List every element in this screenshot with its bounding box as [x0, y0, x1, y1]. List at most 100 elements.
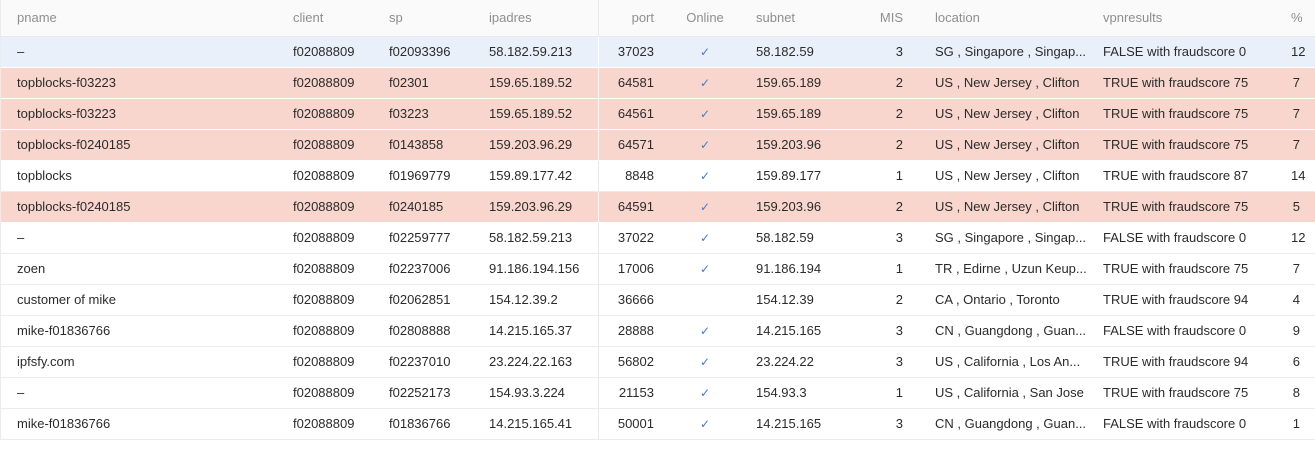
cell-subnet: 91.186.194	[740, 253, 862, 285]
cell-online: ✓	[670, 253, 740, 285]
cell-vpnresults: TRUE with fraudscore 75	[1087, 253, 1275, 285]
column-header-ipadres[interactable]: ipadres	[473, 0, 599, 37]
cell-pct: 14	[1275, 160, 1315, 192]
table-row[interactable]: – f02088809 f02252173 154.93.3.224 21153 ✓ 154…	[1, 377, 1315, 409]
cell-sp: f02301	[373, 67, 473, 99]
column-header-mis[interactable]: MIS	[862, 0, 919, 37]
cell-subnet: 14.215.165	[740, 315, 862, 347]
online-check-icon: ✓	[699, 200, 711, 214]
online-check-icon: ✓	[699, 45, 711, 59]
column-header-vpnresults[interactable]: vpnresults	[1087, 0, 1275, 37]
table-container: pname client sp ipadres port Online subn…	[0, 0, 1315, 440]
vpn-results-table: pname client sp ipadres port Online subn…	[1, 0, 1315, 440]
cell-ipadres: 159.89.177.42	[473, 160, 599, 192]
column-header-pname[interactable]: pname	[1, 0, 277, 37]
cell-ipadres: 14.215.165.41	[473, 408, 599, 440]
table-row[interactable]: mike-f01836766 f02088809 f02808888 14.215.1…	[1, 315, 1315, 347]
cell-vpnresults: FALSE with fraudscore 0	[1087, 315, 1275, 347]
column-header-port[interactable]: port	[598, 0, 670, 37]
cell-pct: 1	[1275, 408, 1315, 440]
table-row[interactable]: ipfsfy.com f02088809 f02237010 23.224.22.16…	[1, 346, 1315, 378]
cell-pname: mike-f01836766	[1, 408, 277, 440]
column-header-client[interactable]: client	[277, 0, 373, 37]
cell-pname: –	[1, 36, 277, 68]
cell-online: ✓	[670, 222, 740, 254]
cell-sp: f0143858	[373, 129, 473, 161]
cell-location: SG , Singapore , Singap...	[919, 36, 1087, 68]
cell-client: f02088809	[277, 377, 373, 409]
cell-client: f02088809	[277, 67, 373, 99]
cell-sp: f02237006	[373, 253, 473, 285]
cell-mis: 2	[862, 98, 919, 130]
table-row[interactable]: topblocks-f0240185 f02088809 f0240185 159.2…	[1, 191, 1315, 223]
cell-vpnresults: TRUE with fraudscore 94	[1087, 346, 1275, 378]
cell-mis: 3	[862, 315, 919, 347]
cell-location: US , New Jersey , Clifton	[919, 191, 1087, 223]
cell-pname: mike-f01836766	[1, 315, 277, 347]
table-row[interactable]: topblocks-f03223 f02088809 f02301 159.65.18…	[1, 67, 1315, 99]
cell-mis: 3	[862, 36, 919, 68]
cell-ipadres: 159.65.189.52	[473, 98, 599, 130]
cell-online: ✓	[670, 315, 740, 347]
table-row[interactable]: topblocks-f0240185 f02088809 f0143858 159.2…	[1, 129, 1315, 161]
cell-online: ✓	[670, 160, 740, 192]
cell-port: 64591	[598, 191, 670, 223]
table-row[interactable]: mike-f01836766 f02088809 f01836766 14.215.1…	[1, 408, 1315, 440]
cell-subnet: 14.215.165	[740, 408, 862, 440]
cell-mis: 2	[862, 129, 919, 161]
table-row[interactable]: – f02088809 f02093396 58.182.59.213 37023 ✓ 58…	[1, 36, 1315, 68]
cell-mis: 1	[862, 377, 919, 409]
online-check-icon: ✓	[699, 107, 711, 121]
column-header-sp[interactable]: sp	[373, 0, 473, 37]
online-check-icon: ✓	[699, 417, 711, 431]
cell-pct: 12	[1275, 36, 1315, 68]
column-header-pct[interactable]: %	[1275, 0, 1315, 37]
cell-client: f02088809	[277, 160, 373, 192]
cell-location: US , New Jersey , Clifton	[919, 67, 1087, 99]
cell-vpnresults: TRUE with fraudscore 75	[1087, 191, 1275, 223]
cell-pname: ipfsfy.com	[1, 346, 277, 378]
cell-pname: topblocks-f0240185	[1, 129, 277, 161]
cell-subnet: 58.182.59	[740, 36, 862, 68]
cell-vpnresults: TRUE with fraudscore 75	[1087, 377, 1275, 409]
column-header-subnet[interactable]: subnet	[740, 0, 862, 37]
online-check-icon: ✓	[699, 324, 711, 338]
cell-subnet: 23.224.22	[740, 346, 862, 378]
cell-subnet: 159.203.96	[740, 129, 862, 161]
cell-subnet: 58.182.59	[740, 222, 862, 254]
column-header-location[interactable]: location	[919, 0, 1087, 37]
cell-pct: 7	[1275, 98, 1315, 130]
table-row[interactable]: zoen f02088809 f02237006 91.186.194.156 1700…	[1, 253, 1315, 285]
online-check-icon: ✓	[699, 386, 711, 400]
cell-client: f02088809	[277, 129, 373, 161]
table-row[interactable]: customer of mike f02088809 f02062851 154.12…	[1, 284, 1315, 316]
cell-pct: 9	[1275, 315, 1315, 347]
cell-online: ✓	[670, 346, 740, 378]
cell-sp: f03223	[373, 98, 473, 130]
table-header-row: pname client sp ipadres port Online subn…	[1, 0, 1315, 37]
cell-pname: topblocks-f03223	[1, 67, 277, 99]
cell-pct: 8	[1275, 377, 1315, 409]
cell-sp: f02252173	[373, 377, 473, 409]
cell-ipadres: 159.65.189.52	[473, 67, 599, 99]
table-row[interactable]: topblocks-f03223 f02088809 f03223 159.65.18…	[1, 98, 1315, 130]
table-row[interactable]: topblocks f02088809 f01969779 159.89.177.42…	[1, 160, 1315, 192]
table-row[interactable]: – f02088809 f02259777 58.182.59.213 37022 ✓ 58…	[1, 222, 1315, 254]
cell-mis: 1	[862, 160, 919, 192]
cell-mis: 2	[862, 284, 919, 316]
cell-port: 64571	[598, 129, 670, 161]
cell-vpnresults: TRUE with fraudscore 94	[1087, 284, 1275, 316]
cell-vpnresults: FALSE with fraudscore 0	[1087, 222, 1275, 254]
cell-pname: topblocks-f0240185	[1, 191, 277, 223]
cell-online: ✓	[670, 377, 740, 409]
cell-location: SG , Singapore , Singap...	[919, 222, 1087, 254]
cell-port: 37022	[598, 222, 670, 254]
cell-mis: 3	[862, 222, 919, 254]
cell-pname: –	[1, 377, 277, 409]
cell-subnet: 159.65.189	[740, 67, 862, 99]
cell-pct: 12	[1275, 222, 1315, 254]
column-header-online[interactable]: Online	[670, 0, 740, 37]
online-check-icon: ✓	[699, 169, 711, 183]
cell-sp: f02237010	[373, 346, 473, 378]
cell-ipadres: 91.186.194.156	[473, 253, 599, 285]
